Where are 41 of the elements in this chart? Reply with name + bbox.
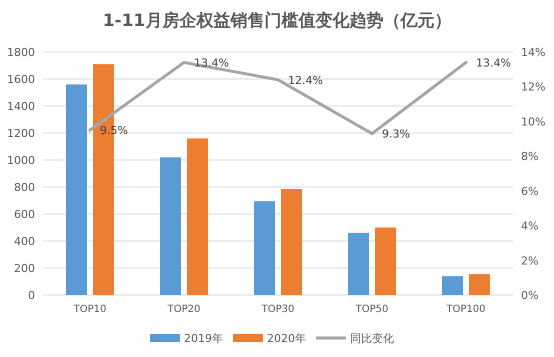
y2-tick-label: 4% xyxy=(521,220,538,233)
y2-tick-label: 0% xyxy=(521,289,538,302)
legend-label: 同比变化 xyxy=(350,332,394,345)
y-tick-label: 400 xyxy=(14,235,35,248)
bar xyxy=(160,157,181,295)
y-tick-label: 600 xyxy=(14,208,35,221)
bar xyxy=(469,274,490,295)
y2-tick-label: 14% xyxy=(521,46,546,59)
y2-tick-label: 8% xyxy=(521,150,538,164)
chart-title: 1-11月房企权益销售门槛值变化趋势（亿元） xyxy=(102,11,452,31)
data-label: 9.5% xyxy=(100,124,128,138)
bar xyxy=(348,232,369,295)
y-tick-label: 1200 xyxy=(7,127,35,140)
y-tick-label: 200 xyxy=(14,262,35,275)
data-label: 13.4% xyxy=(194,56,229,70)
y-tick-label: 1400 xyxy=(7,100,35,113)
x-tick-label: TOP10 xyxy=(72,304,106,315)
x-tick-label: TOP30 xyxy=(260,304,294,315)
bar xyxy=(187,138,208,295)
y-tick-label: 1800 xyxy=(7,46,35,59)
legend-label: 2019年 xyxy=(184,332,223,345)
y2-tick-label: 12% xyxy=(521,80,546,94)
y-tick-label: 1000 xyxy=(7,154,35,167)
bar xyxy=(281,189,302,295)
legend-label: 2020年 xyxy=(267,332,306,345)
data-label: 13.4% xyxy=(476,56,511,70)
x-tick-label: TOP100 xyxy=(445,304,486,315)
y-tick-label: 800 xyxy=(14,181,35,194)
y-tick-label: 1600 xyxy=(7,73,35,86)
x-tick-label: TOP20 xyxy=(166,304,200,315)
bar xyxy=(375,228,396,295)
bar xyxy=(442,276,463,295)
y2-tick-label: 6% xyxy=(521,184,538,198)
data-label: 12.4% xyxy=(288,74,323,87)
bar xyxy=(66,84,87,295)
bar xyxy=(254,201,275,295)
data-label: 9.3% xyxy=(382,128,410,141)
x-tick-label: TOP50 xyxy=(354,304,388,315)
y-tick-label: 0 xyxy=(28,289,35,302)
y2-tick-label: 10% xyxy=(521,115,546,128)
y2-tick-label: 2% xyxy=(521,254,538,268)
